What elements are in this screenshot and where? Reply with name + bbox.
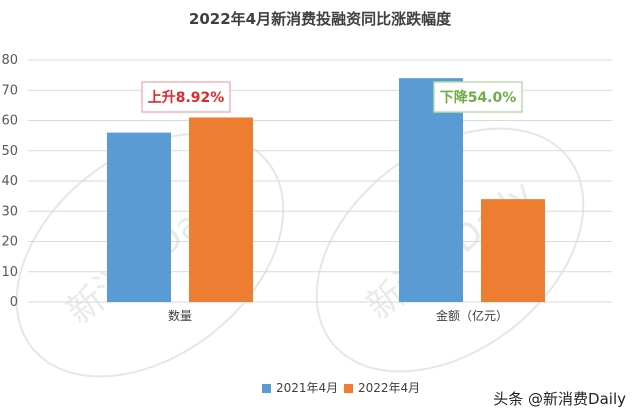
category-label: 金额（亿元） (436, 308, 508, 323)
source-credit: 头条 @新消费Daily (493, 390, 626, 408)
y-tick-label: 50 (1, 144, 18, 159)
y-tick-label: 0 (10, 295, 18, 310)
annotation-box (141, 81, 231, 113)
legend-swatch (262, 384, 271, 393)
bar (189, 117, 253, 302)
bar (399, 78, 463, 303)
y-tick-label: 60 (1, 114, 18, 129)
legend-swatch (344, 384, 353, 393)
legend-label: 2022年4月 (358, 381, 420, 395)
watermark-ring (315, 127, 585, 373)
bar (107, 132, 171, 302)
watermark-ring (15, 132, 285, 378)
y-tick-label: 20 (1, 235, 18, 250)
legend-label: 2021年4月 (276, 381, 338, 395)
y-tick-label: 40 (1, 174, 18, 189)
y-tick-label: 80 (1, 53, 18, 68)
y-tick-label: 30 (1, 204, 18, 219)
bar (481, 199, 545, 302)
y-tick-label: 70 (1, 83, 18, 98)
y-tick-label: 10 (1, 265, 18, 280)
annotation-label: 下降54.0% (440, 89, 517, 106)
annotation-label: 上升8.92% (148, 89, 225, 106)
chart-title: 2022年4月新消费投融资同比涨跌幅度 (189, 10, 452, 28)
category-label: 数量 (168, 308, 192, 323)
annotation-box (433, 81, 523, 113)
